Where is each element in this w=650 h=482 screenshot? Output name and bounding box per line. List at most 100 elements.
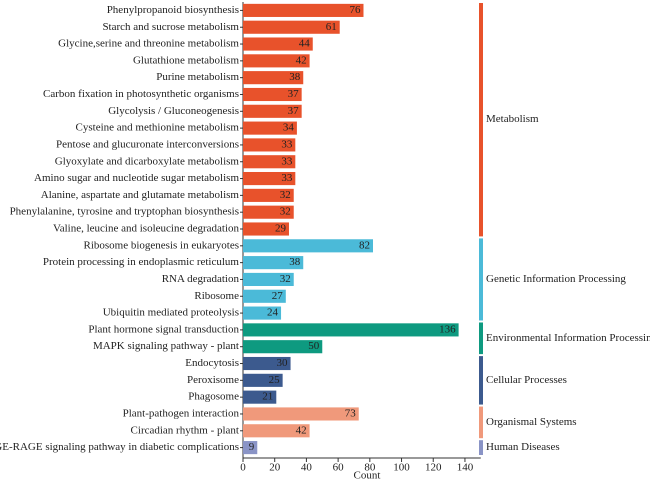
bar <box>243 20 340 34</box>
value-label: 32 <box>280 273 291 285</box>
value-label: 44 <box>299 38 311 50</box>
value-label: 32 <box>280 206 291 218</box>
y-tick-label: Plant-pathogen interaction <box>123 407 240 419</box>
value-label: 136 <box>439 323 456 335</box>
group-bar <box>479 322 483 355</box>
bar <box>243 289 286 303</box>
y-tick-label: Purine metabolism <box>156 71 239 83</box>
y-tick-label: Phenylalanine, tyrosine and tryptophan b… <box>10 206 239 218</box>
y-tick-label: Plant hormone signal transduction <box>88 323 239 335</box>
value-label: 9 <box>249 441 255 453</box>
value-label: 32 <box>280 189 291 201</box>
bar <box>243 441 258 455</box>
y-tick-label: Amino sugar and nucleotide sugar metabol… <box>34 172 239 184</box>
y-tick-label: Endocytosis <box>185 357 239 369</box>
bar <box>243 87 302 102</box>
group-label: Organismal Systems <box>486 416 577 428</box>
value-label: 73 <box>345 407 357 419</box>
group-label: Genetic Information Processing <box>486 273 626 285</box>
y-tick-label: RNA degradation <box>162 273 240 285</box>
x-tick-label: 20 <box>269 462 281 474</box>
y-tick-label: Phenylpropanoid biosynthesis <box>107 4 239 16</box>
bar <box>243 155 296 169</box>
bar <box>243 104 302 118</box>
y-tick-label: Ubiquitin mediated proteolysis <box>103 307 239 319</box>
bar <box>243 272 294 287</box>
bar <box>243 306 282 320</box>
bar <box>243 424 310 438</box>
bar <box>243 239 373 253</box>
bar <box>243 340 323 354</box>
y-tick-label: Peroxisome <box>187 374 239 386</box>
group-bar <box>479 440 483 455</box>
x-tick-label: 0 <box>240 462 246 474</box>
x-tick-label: 80 <box>364 462 376 474</box>
value-label: 27 <box>272 290 284 302</box>
bar <box>243 138 296 152</box>
value-label: 21 <box>262 391 273 403</box>
x-tick-label: 120 <box>425 462 442 474</box>
value-label: 50 <box>308 340 320 352</box>
bar <box>243 3 364 17</box>
y-tick-label: Glycine,serine and threonine metabolism <box>58 38 239 50</box>
bar <box>243 256 304 270</box>
y-tick-label: Glycolysis / Gluconeogenesis <box>108 105 239 117</box>
y-tick-label: Starch and sucrose metabolism <box>102 21 239 33</box>
x-axis-label: Count <box>354 470 381 482</box>
value-label: 38 <box>289 256 301 268</box>
bar <box>243 71 304 85</box>
bar <box>243 171 296 186</box>
bar <box>243 373 283 387</box>
value-label: 82 <box>359 239 370 251</box>
x-tick-label: 60 <box>333 462 345 474</box>
y-tick-label: Valine, leucine and isoleucine degradati… <box>53 223 240 235</box>
y-tick-label: Ribosome biogenesis in eukaryotes <box>83 239 239 251</box>
y-tick-label: Circadian rhythm - plant <box>131 424 239 436</box>
value-label: 76 <box>349 4 361 16</box>
y-tick-label: Alanine, aspartate and glutamate metabol… <box>41 189 240 201</box>
value-label: 29 <box>275 223 287 235</box>
x-tick-label: 40 <box>301 462 313 474</box>
value-label: 33 <box>281 172 293 184</box>
y-tick-label: Carbon fixation in photosynthetic organi… <box>43 88 239 100</box>
bar <box>243 222 289 236</box>
y-tick-label: AGE-RAGE signaling pathway in diabetic c… <box>0 441 239 453</box>
bar <box>243 54 310 68</box>
bar <box>243 323 459 337</box>
bar <box>243 356 291 371</box>
x-tick-label: 100 <box>393 462 410 474</box>
value-label: 37 <box>288 105 300 117</box>
group-label: Cellular Processes <box>486 374 567 386</box>
y-tick-label: Phagosome <box>188 391 239 403</box>
x-tick-label: 140 <box>457 462 474 474</box>
value-label: 61 <box>326 21 337 33</box>
group-bar <box>479 406 483 439</box>
group-label: Human Diseases <box>486 441 560 453</box>
value-label: 33 <box>281 155 293 167</box>
bar <box>243 37 313 51</box>
group-label: Metabolism <box>486 113 539 125</box>
y-tick-label: Glutathione metabolism <box>133 54 239 66</box>
y-tick-label: Ribosome <box>194 290 239 302</box>
bar <box>243 407 359 421</box>
value-label: 42 <box>296 54 307 66</box>
group-bar <box>479 3 483 237</box>
y-tick-label: Cysteine and methionine metabolism <box>76 122 240 134</box>
bar <box>243 188 294 202</box>
group-bar <box>479 356 483 405</box>
value-label: 38 <box>289 71 301 83</box>
y-tick-label: MAPK signaling pathway - plant <box>93 340 239 352</box>
value-label: 30 <box>277 357 289 369</box>
value-label: 25 <box>269 374 281 386</box>
y-tick-label: Pentose and glucuronate interconversions <box>56 138 239 150</box>
y-tick-label: Protein processing in endoplasmic reticu… <box>43 256 240 268</box>
value-label: 24 <box>267 307 279 319</box>
value-label: 34 <box>283 122 295 134</box>
bar <box>243 390 277 404</box>
group-label: Environmental Information Processing <box>486 332 650 344</box>
group-bar <box>479 238 483 321</box>
value-label: 42 <box>296 424 307 436</box>
bar <box>243 121 297 135</box>
y-tick-label: Glyoxylate and dicarboxylate metabolism <box>55 155 240 167</box>
